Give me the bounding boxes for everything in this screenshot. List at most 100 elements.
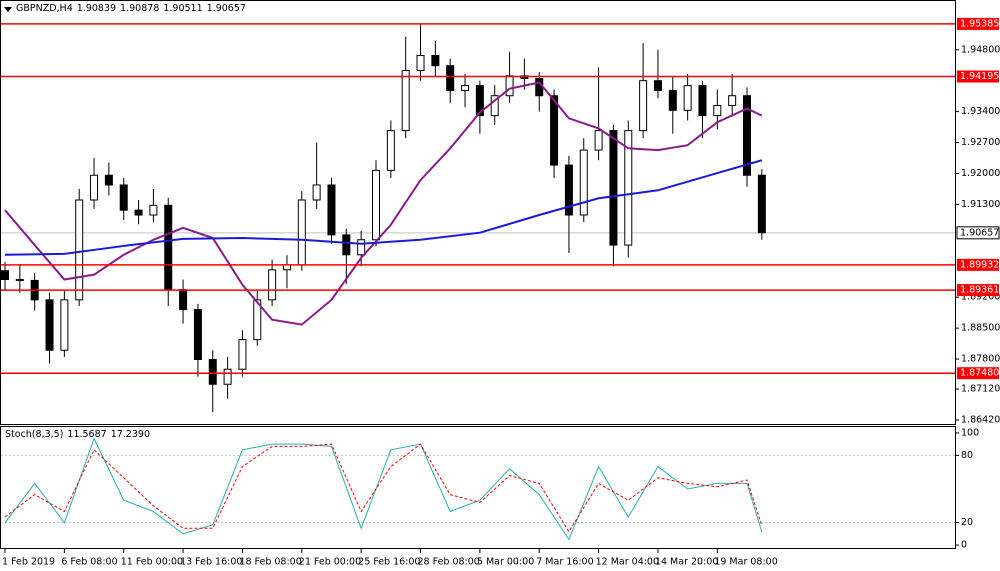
moving-average xyxy=(4,81,763,326)
x-tick-label: 6 Feb 08:00 xyxy=(61,557,117,568)
candle-body xyxy=(342,234,351,256)
level-label-box xyxy=(957,70,999,83)
current-price-box xyxy=(956,226,1000,240)
candle-body xyxy=(728,95,737,106)
candle-body xyxy=(461,85,470,91)
x-tick-label: 11 Feb 00:00 xyxy=(121,557,183,568)
y-tick-label: 1.86420 xyxy=(961,415,1000,426)
y-tick-label: 0 xyxy=(961,540,967,551)
y-tick-label: 80 xyxy=(961,450,973,461)
candle-body xyxy=(624,130,633,246)
candle-body xyxy=(668,89,677,111)
bar-close: 1.90657 xyxy=(206,3,246,14)
candle-body xyxy=(15,279,24,282)
x-tick-label: 14 Mar 20:00 xyxy=(655,557,718,568)
candle-body xyxy=(609,130,618,246)
level-label-box xyxy=(957,284,999,297)
level-label: 1.89932 xyxy=(960,259,999,270)
level-label-box xyxy=(957,367,999,380)
level-label-box xyxy=(957,258,999,271)
candle-body xyxy=(149,204,158,216)
bar-low: 1.90511 xyxy=(163,3,203,14)
price-frame xyxy=(0,0,956,425)
candle-body xyxy=(327,184,336,236)
x-tick-label: 25 Feb 16:00 xyxy=(358,557,420,568)
stoch-signal: 17.2390 xyxy=(110,429,150,440)
candle-body xyxy=(253,299,262,341)
indicator-title: Stoch(8,3,5) xyxy=(5,429,64,440)
candle-body xyxy=(401,70,410,132)
stochastic-line xyxy=(4,437,763,541)
stochastic-line xyxy=(4,443,763,533)
candle-body xyxy=(431,55,440,67)
candle-body xyxy=(104,174,113,186)
y-tick-label: 1.87120 xyxy=(961,384,1000,395)
symbol: GBPNZD,H4 xyxy=(16,3,73,14)
y-tick-label: 1.88500 xyxy=(961,323,1000,334)
level-label: 1.94195 xyxy=(960,71,999,82)
candle-body xyxy=(535,77,544,97)
candle-body xyxy=(446,65,455,91)
y-tick-label: 1.87800 xyxy=(961,354,1000,365)
candle-body xyxy=(594,130,603,151)
candle-body xyxy=(475,85,484,117)
y-tick-label: 1.93400 xyxy=(961,106,1000,117)
candle-body xyxy=(193,309,202,360)
candle-body xyxy=(1,270,9,281)
candle-body xyxy=(179,289,188,311)
candle-body xyxy=(60,299,69,351)
candle-body xyxy=(357,239,366,256)
candle-body xyxy=(90,174,99,201)
candle-body xyxy=(416,55,425,72)
candle-body xyxy=(639,80,648,132)
plot: 1.94800 1.93400 1.92700 1.92000 1.91300 1.892… xyxy=(1,17,1000,568)
y-tick-label: 1.92700 xyxy=(961,137,1000,148)
candle-body xyxy=(698,85,707,117)
candle-body xyxy=(297,199,306,266)
candle-body xyxy=(683,85,692,111)
y-tick-label: 1.89200 xyxy=(961,292,1000,303)
level-label: 1.89361 xyxy=(960,285,999,296)
candle-body xyxy=(45,299,54,351)
candle-body xyxy=(75,199,84,301)
candle-body xyxy=(653,80,662,91)
menu-arrow xyxy=(4,6,12,12)
candle-body xyxy=(134,209,143,216)
candle-body xyxy=(564,164,573,216)
candle-body xyxy=(713,104,722,117)
candle-body xyxy=(238,339,247,370)
y-tick-label: 1.91300 xyxy=(961,199,1000,210)
level-label-box xyxy=(957,17,999,30)
y-tick-label: 1.92000 xyxy=(961,168,1000,179)
symbol-header: GBPNZD,H4 1.90839 1.90878 1.90511 1.9065… xyxy=(4,3,246,14)
x-tick-label: 21 Feb 00:00 xyxy=(299,557,361,568)
current-price-label: 1.90657 xyxy=(960,227,999,238)
candle-body xyxy=(490,95,499,117)
bar-high: 1.90878 xyxy=(120,3,160,14)
candle-body xyxy=(282,264,291,271)
y-tick-label: 20 xyxy=(961,517,973,528)
candle-body xyxy=(757,174,766,234)
x-tick-label: 13 Feb 16:00 xyxy=(180,557,242,568)
candle-body xyxy=(164,204,173,291)
candle-body xyxy=(268,269,277,301)
y-tick-label: 1.94800 xyxy=(961,44,1000,55)
moving-average xyxy=(4,159,763,256)
indicator-header: Stoch(8,3,5) 11.5687 17.2390 xyxy=(5,429,150,440)
level-label: 1.95385 xyxy=(960,18,999,29)
x-tick-label: 12 Mar 04:00 xyxy=(596,557,659,568)
candle-body xyxy=(119,184,128,211)
candle-body xyxy=(743,95,751,176)
x-tick-label: 5 Mar 00:00 xyxy=(477,557,534,568)
candle-body xyxy=(550,95,559,166)
candle-body xyxy=(372,169,380,241)
candle-body xyxy=(505,75,514,97)
indicator-frame xyxy=(0,426,956,549)
candle-body xyxy=(223,368,232,385)
x-tick-label: 19 Mar 08:00 xyxy=(714,557,777,568)
candle-body xyxy=(579,149,588,216)
y-tick-label: 100 xyxy=(961,427,979,438)
x-tick-label: 1 Feb 2019 xyxy=(2,557,55,568)
